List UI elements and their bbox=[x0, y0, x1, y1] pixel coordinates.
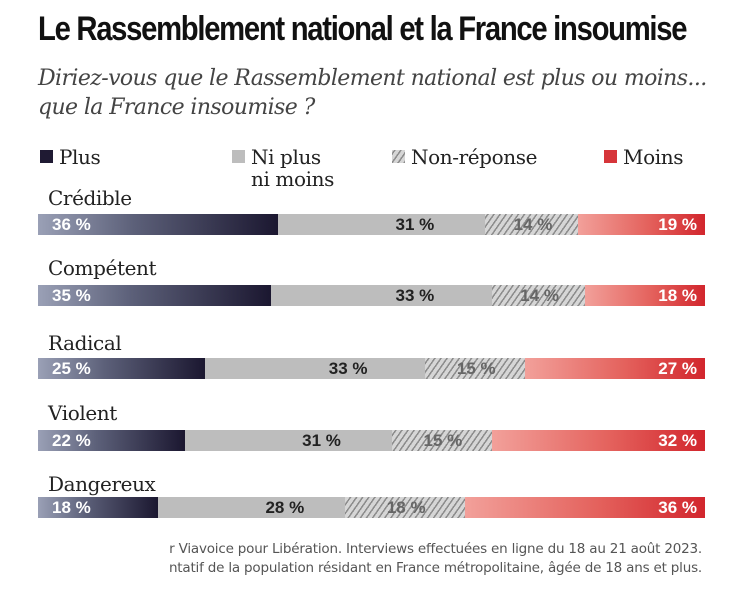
bar-competent-moins bbox=[584, 285, 705, 306]
source-line-1: r Viavoice pour Libération. Interviews e… bbox=[169, 541, 702, 557]
bar-dangereux-ni-plus-ni-moins bbox=[158, 497, 345, 518]
value-label-radical-ni-plus-ni-moins: 33 % bbox=[328, 359, 368, 378]
bar-row-dangereux: 18 % 28 % 18 % 36 % bbox=[38, 497, 705, 518]
value-label-dangereux-ni-plus-ni-moins: 28 % bbox=[265, 498, 305, 517]
value-label-radical-non-reponse: 15 % bbox=[456, 359, 496, 378]
bar-violent-ni-plus-ni-moins bbox=[184, 430, 392, 451]
category-label-radical: Radical bbox=[48, 331, 122, 355]
bar-violent-non-reponse bbox=[391, 430, 492, 451]
bar-row-credible: 36 % 31 % 14 % 19 % bbox=[38, 214, 705, 235]
bar-competent-ni-plus-ni-moins bbox=[271, 285, 492, 306]
bar-competent-plus bbox=[38, 285, 272, 306]
category-label-competent: Compétent bbox=[48, 256, 157, 280]
value-label-violent-plus: 22 % bbox=[52, 431, 91, 450]
bar-row-radical: 25 % 33 % 15 % 27 % bbox=[38, 358, 705, 379]
bar-competent-non-reponse bbox=[491, 285, 585, 306]
category-label-violent: Violent bbox=[48, 401, 117, 425]
value-label-credible-moins: 19 % bbox=[658, 215, 697, 234]
value-label-credible-non-reponse: 14 % bbox=[513, 215, 553, 234]
legend-swatch-plus bbox=[40, 150, 53, 163]
legend-swatch-moins bbox=[604, 150, 617, 163]
value-label-competent-plus: 35 % bbox=[52, 286, 91, 305]
chart-title: Le Rassemblement national et la France i… bbox=[38, 10, 687, 48]
value-label-competent-non-reponse: 14 % bbox=[520, 286, 559, 305]
value-label-violent-non-reponse: 15 % bbox=[423, 431, 463, 450]
bar-radical-ni-plus-ni-moins bbox=[204, 358, 425, 379]
legend-swatch-ni-plus-ni-moins bbox=[232, 150, 245, 163]
bar-dangereux-non-reponse bbox=[344, 497, 465, 518]
value-label-violent-moins: 32 % bbox=[658, 431, 697, 450]
legend-label-plus: Plus bbox=[59, 145, 101, 169]
bar-credible-ni-plus-ni-moins bbox=[278, 214, 485, 235]
bar-row-violent: 22 % 31 % 15 % 32 % bbox=[38, 430, 705, 451]
value-label-violent-ni-plus-ni-moins: 31 % bbox=[302, 431, 341, 450]
bar-credible-non-reponse bbox=[484, 214, 579, 235]
value-label-dangereux-moins: 36 % bbox=[658, 498, 697, 517]
source-line-2: ntatif de la population résidant en Fran… bbox=[168, 560, 702, 576]
legend-swatch-non-reponse bbox=[392, 150, 405, 163]
bar-violent-moins bbox=[491, 430, 705, 451]
bar-radical-non-reponse bbox=[424, 358, 525, 379]
value-label-competent-ni-plus-ni-moins: 33 % bbox=[395, 286, 435, 305]
value-label-credible-plus: 36 % bbox=[52, 215, 91, 234]
bar-dangereux-moins bbox=[464, 497, 705, 518]
bar-row-competent: 35 % 33 % 14 % 18 % bbox=[38, 285, 705, 306]
value-label-dangereux-plus: 18 % bbox=[52, 498, 91, 517]
value-label-dangereux-non-reponse: 18 % bbox=[386, 498, 426, 517]
bar-credible-plus bbox=[38, 214, 279, 235]
bar-dangereux-plus bbox=[38, 497, 159, 518]
legend-label-moins: Moins bbox=[623, 145, 684, 169]
legend-label-ni-plus-ni-moins: Ni plus ni moins bbox=[251, 145, 334, 191]
source-note: r Viavoice pour Libération. Interviews e… bbox=[0, 540, 750, 578]
bar-violent-plus bbox=[38, 430, 185, 451]
category-label-dangereux: Dangereux bbox=[48, 472, 156, 496]
bar-radical-moins bbox=[524, 358, 705, 379]
value-label-radical-plus: 25 % bbox=[52, 359, 91, 378]
value-label-competent-moins: 18 % bbox=[658, 286, 697, 305]
bar-credible-moins bbox=[578, 214, 705, 235]
legend-label-non-reponse: Non-réponse bbox=[411, 145, 538, 169]
value-label-credible-ni-plus-ni-moins: 31 % bbox=[395, 215, 435, 234]
chart-subtitle: Diriez-vous que le Rassemblement nationa… bbox=[38, 66, 707, 120]
value-label-radical-moins: 27 % bbox=[658, 359, 697, 378]
bar-radical-plus bbox=[38, 358, 205, 379]
category-label-credible: Crédible bbox=[48, 186, 132, 210]
